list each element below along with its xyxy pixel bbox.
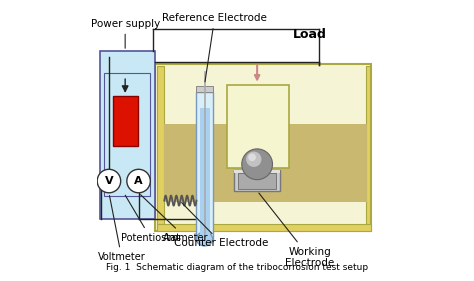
- Circle shape: [127, 169, 150, 193]
- Circle shape: [97, 169, 121, 193]
- Bar: [196, 86, 213, 92]
- Bar: [157, 66, 164, 228]
- Text: Load: Load: [293, 28, 327, 41]
- Bar: [100, 51, 155, 219]
- Bar: [200, 108, 210, 237]
- Circle shape: [248, 153, 256, 161]
- Text: Counter Electrode: Counter Electrode: [174, 203, 269, 248]
- Circle shape: [242, 149, 273, 180]
- Bar: [164, 124, 367, 202]
- Text: Power supply: Power supply: [91, 19, 160, 48]
- Text: Reference Electrode: Reference Electrode: [162, 13, 267, 82]
- Text: Working
Electrode: Working Electrode: [259, 193, 334, 268]
- Bar: [155, 64, 371, 231]
- Text: A: A: [134, 176, 143, 186]
- Bar: [157, 225, 371, 231]
- Bar: [234, 170, 280, 191]
- Text: V: V: [105, 176, 113, 186]
- Ellipse shape: [196, 232, 213, 246]
- Bar: [112, 96, 138, 146]
- Bar: [104, 73, 150, 196]
- Circle shape: [246, 151, 262, 167]
- Bar: [234, 170, 280, 173]
- Text: Fig. 1  Schematic diagram of the tribocorrosion test setup: Fig. 1 Schematic diagram of the tribocor…: [106, 263, 368, 272]
- Bar: [238, 173, 275, 189]
- Text: Voltmeter: Voltmeter: [98, 196, 146, 262]
- Bar: [227, 85, 289, 169]
- Bar: [365, 66, 370, 228]
- Bar: [196, 92, 213, 240]
- Text: Ammeter: Ammeter: [141, 195, 209, 243]
- Text: Potentiostat: Potentiostat: [121, 195, 180, 243]
